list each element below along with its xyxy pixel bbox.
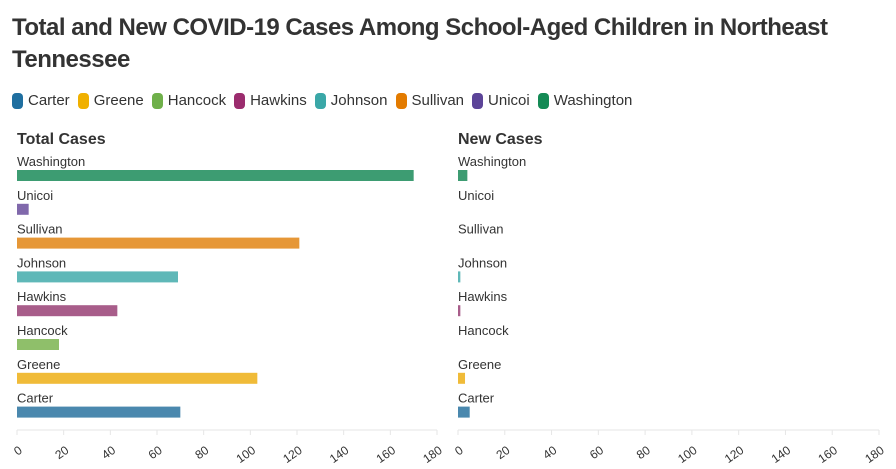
category-label: Carter — [17, 391, 54, 406]
bar-unicoi[interactable] — [17, 203, 29, 215]
panel-title-total-cases: Total Cases — [17, 131, 106, 148]
category-label: Carter — [458, 391, 495, 406]
legend-label: Hancock — [167, 92, 227, 109]
bar-johnson[interactable] — [17, 271, 178, 283]
category-label: Washington — [17, 154, 85, 169]
x-tick-label: 120 — [722, 443, 747, 466]
legend-swatch — [395, 92, 407, 109]
x-tick-label: 0 — [11, 443, 25, 458]
bar-johnson[interactable] — [458, 271, 461, 283]
category-label: Greene — [458, 357, 501, 372]
legend-label: Washington — [553, 92, 633, 109]
x-tick-label: 40 — [99, 443, 118, 462]
legend-item-hawkins[interactable]: Hawkins — [234, 92, 307, 109]
legend-swatch — [77, 92, 89, 109]
category-label: Hancock — [17, 323, 68, 338]
category-label: Johnson — [17, 255, 66, 270]
x-tick-label: 180 — [862, 443, 887, 466]
legend-label: Unicoi — [488, 92, 530, 109]
category-label: Hawkins — [458, 289, 508, 304]
bar-carter[interactable] — [458, 406, 470, 418]
legend-swatch — [472, 92, 484, 109]
bar-greene[interactable] — [458, 372, 466, 384]
legend: Carter Greene Hancock Hawkins Johnson Sulliva… — [12, 92, 640, 109]
x-tick-label: 80 — [192, 443, 211, 462]
x-tick-label: 60 — [587, 443, 606, 462]
legend-item-unicoi[interactable]: Unicoi — [472, 92, 530, 109]
legend-item-hancock[interactable]: Hancock — [151, 92, 227, 109]
chart-title: Total and New COVID-19 Cases Among Schoo… — [12, 14, 828, 73]
legend-label: Carter — [28, 92, 70, 109]
legend-item-carter[interactable]: Carter — [12, 92, 70, 109]
category-label: Sullivan — [17, 222, 63, 237]
legend-swatch — [12, 92, 23, 109]
x-tick-label: 140 — [327, 443, 352, 466]
x-tick-label: 0 — [452, 443, 466, 458]
x-tick-label: 160 — [374, 443, 399, 466]
legend-label: Hawkins — [250, 92, 307, 109]
legend-swatch — [151, 92, 163, 109]
legend-swatch — [537, 92, 549, 109]
bar-hawkins[interactable] — [458, 305, 461, 317]
x-tick-label: 20 — [494, 443, 513, 462]
category-label: Unicoi — [458, 188, 494, 203]
legend-label: Sullivan — [411, 92, 465, 109]
category-label: Hancock — [458, 323, 509, 338]
x-tick-label: 40 — [540, 443, 559, 462]
legend-label: Greene — [93, 92, 144, 109]
x-tick-label: 160 — [816, 443, 841, 466]
bar-charts: Washington Unicoi Sullivan Johnson Hawkins Ha… — [11, 154, 887, 466]
chart-panel-0: Washington Unicoi Sullivan Johnson Hawkins Ha… — [11, 154, 445, 466]
bar-hancock[interactable] — [17, 339, 59, 350]
x-tick-label: 60 — [146, 443, 165, 462]
x-tick-label: 80 — [634, 443, 653, 462]
x-tick-label: 20 — [52, 443, 71, 462]
x-tick-label: 100 — [675, 443, 700, 466]
bar-washington[interactable] — [458, 170, 468, 181]
legend-item-johnson[interactable]: Johnson — [314, 92, 388, 109]
legend-swatch — [314, 92, 326, 109]
legend-item-washington[interactable]: Washington — [537, 92, 633, 109]
category-label: Johnson — [458, 255, 507, 270]
x-tick-label: 180 — [420, 443, 445, 466]
bar-greene[interactable] — [17, 372, 258, 384]
legend-label: Johnson — [330, 92, 388, 109]
chart-panel-1: Washington Unicoi Sullivan Johnson Hawkins Ha… — [452, 154, 887, 466]
legend-item-greene[interactable]: Greene — [77, 92, 144, 109]
bar-hawkins[interactable] — [17, 305, 118, 317]
panel-title-new-cases: New Cases — [458, 131, 543, 148]
bar-washington[interactable] — [17, 170, 414, 181]
legend-swatch — [234, 92, 246, 109]
category-label: Greene — [17, 357, 60, 372]
category-label: Sullivan — [458, 222, 504, 237]
bar-sullivan[interactable] — [17, 237, 300, 249]
x-tick-label: 140 — [769, 443, 794, 466]
bar-carter[interactable] — [17, 406, 181, 418]
legend-item-sullivan[interactable]: Sullivan — [395, 92, 465, 109]
category-label: Washington — [458, 154, 526, 169]
category-label: Hawkins — [17, 289, 67, 304]
category-label: Unicoi — [17, 188, 53, 203]
x-tick-label: 100 — [234, 443, 259, 466]
x-tick-label: 120 — [280, 443, 305, 466]
